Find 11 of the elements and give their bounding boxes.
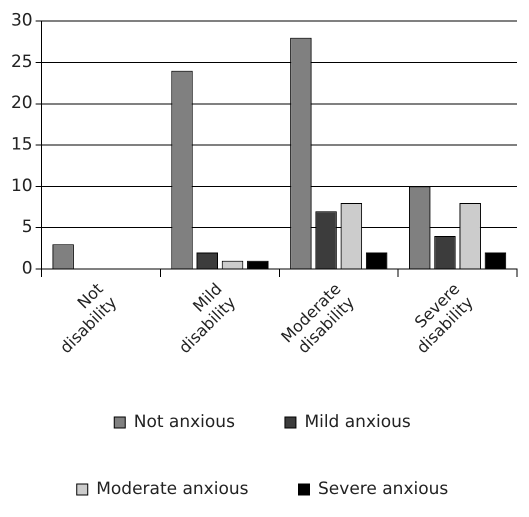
y-tick-label: 5: [22, 217, 33, 238]
y-tick-label: 0: [22, 258, 33, 278]
y-tick-label: 20: [10, 93, 33, 114]
legend-label: Moderate anxious: [96, 478, 249, 499]
legend-label: Severe anxious: [318, 478, 448, 499]
y-tick-label: 15: [10, 134, 33, 155]
y-tick-label: 30: [10, 10, 33, 31]
legend-label: Mild anxious: [304, 412, 411, 432]
legend-label: Not anxious: [134, 412, 236, 432]
y-tick-label: 10: [10, 176, 33, 196]
y-tick-label: 25: [10, 52, 33, 72]
